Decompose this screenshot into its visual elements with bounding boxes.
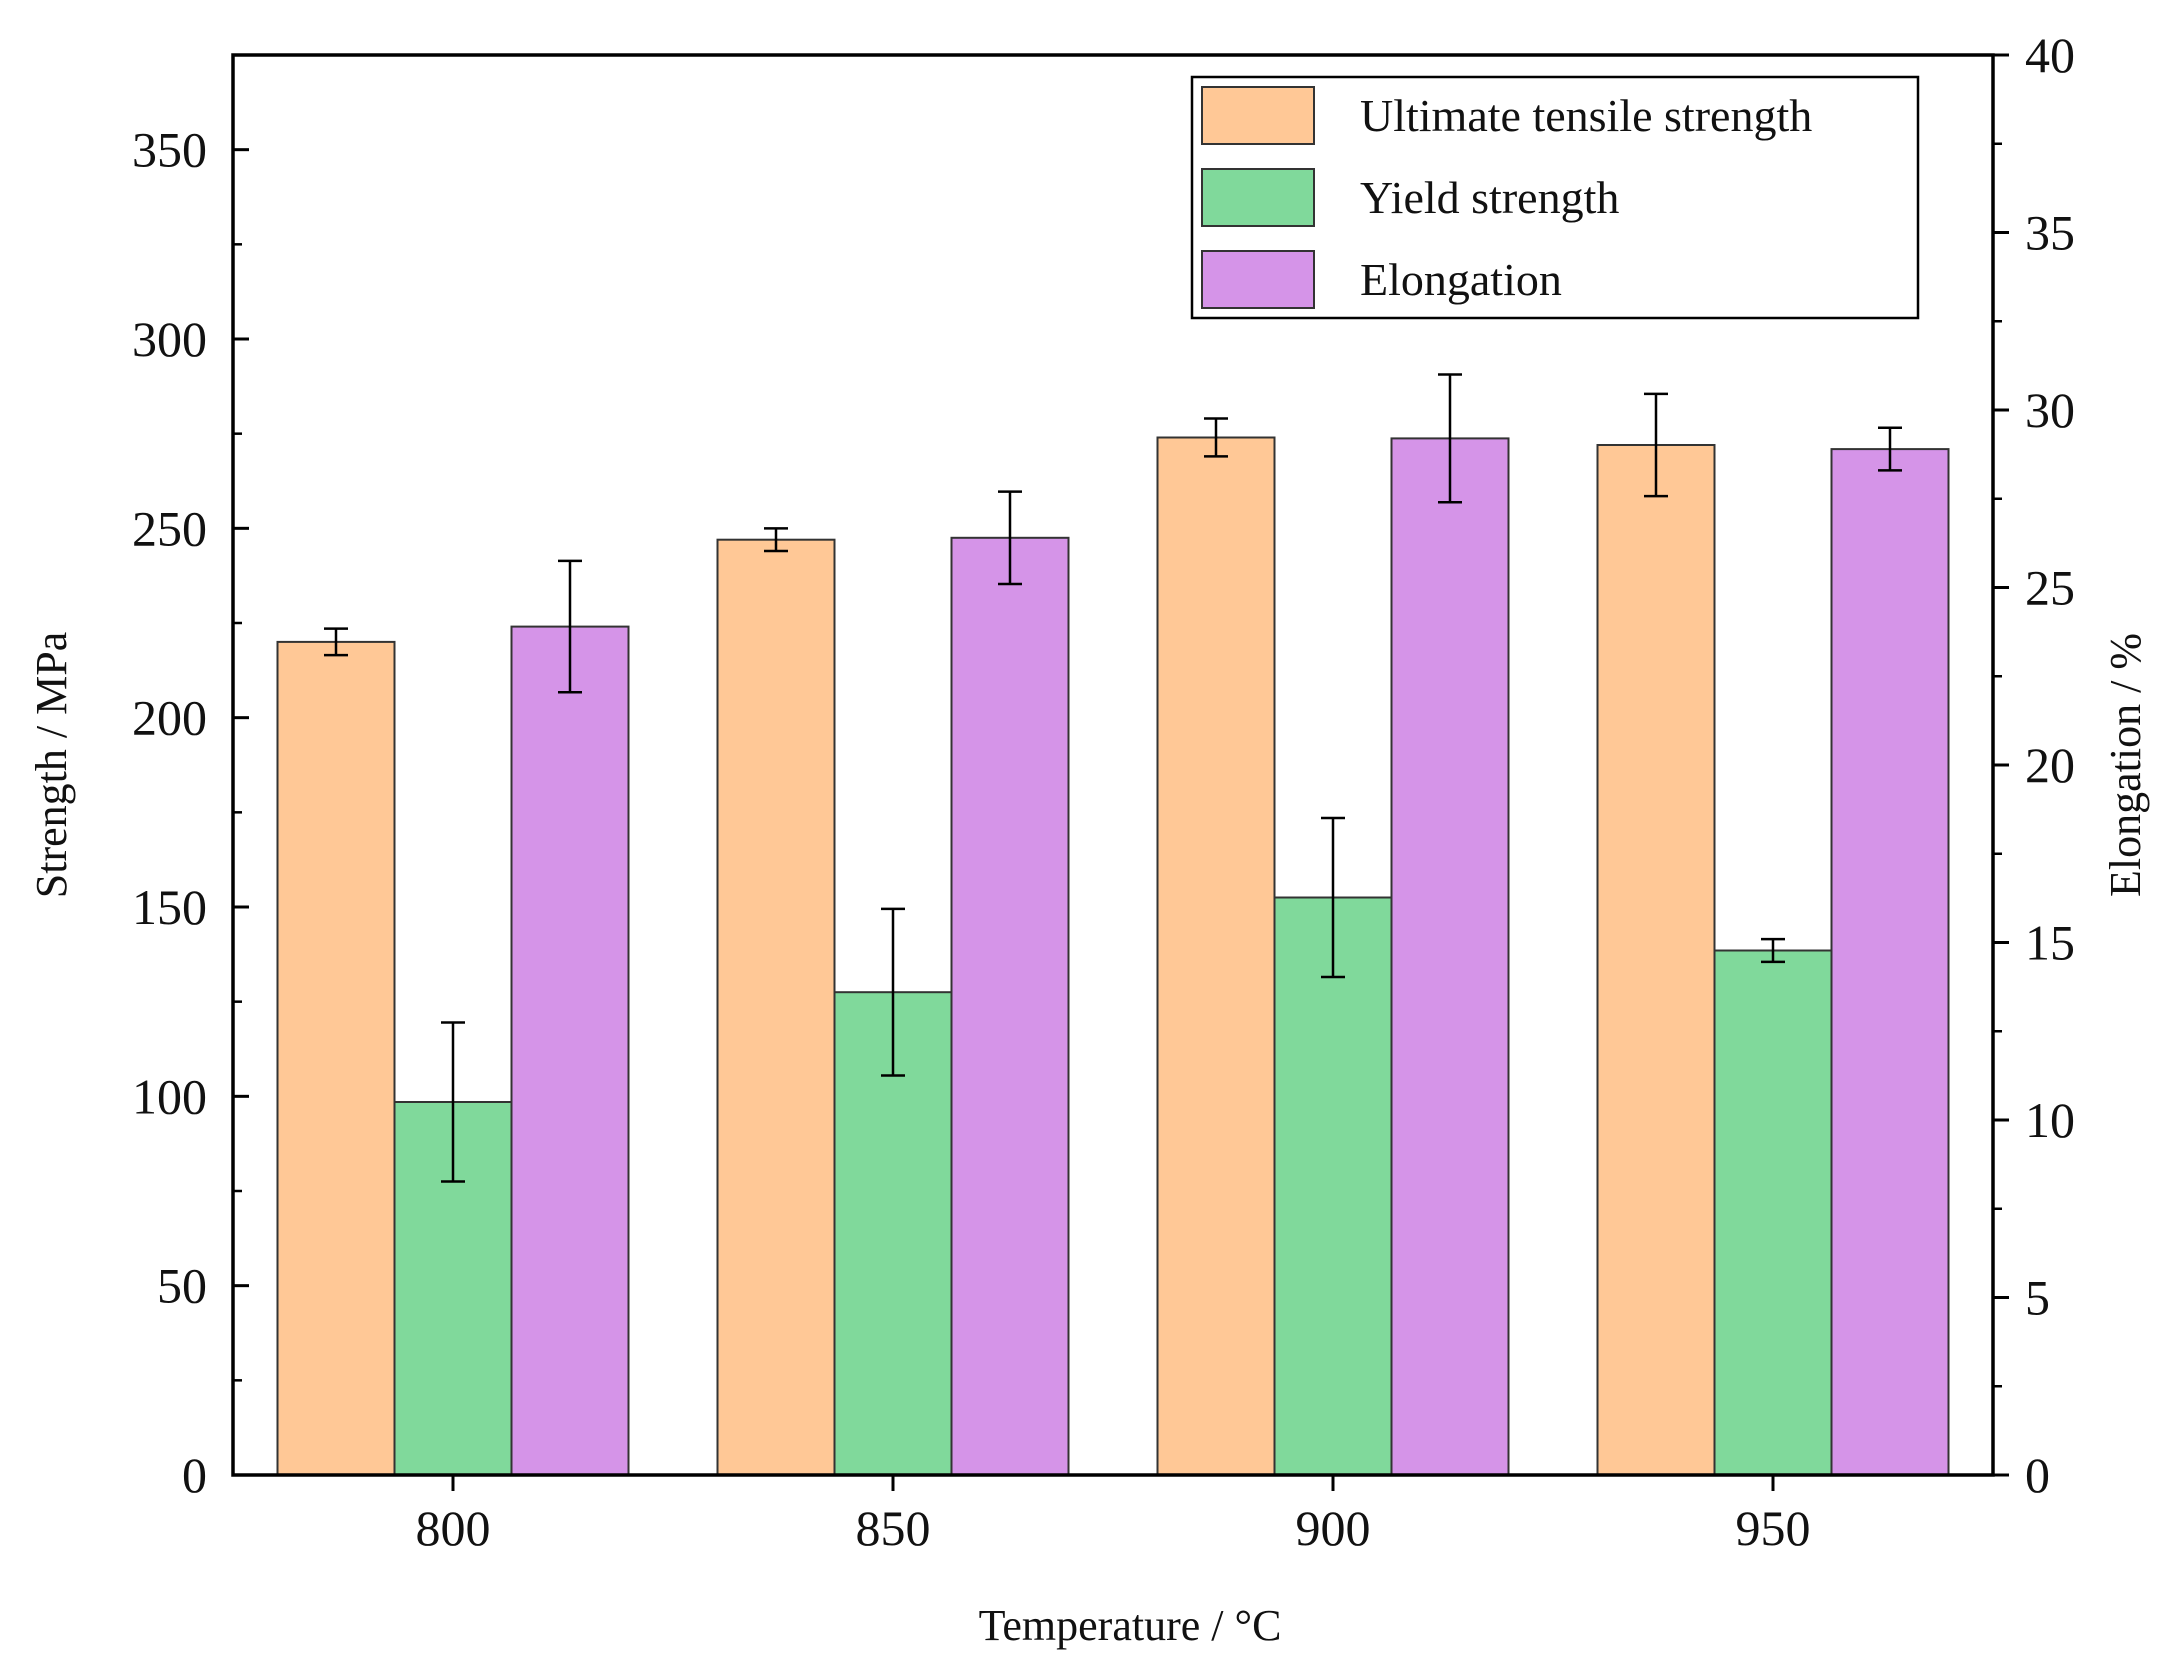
right-y-axis-title: Elongation / % <box>2101 633 2150 897</box>
right-y-tick-label: 30 <box>2025 382 2075 438</box>
x-axis-title: Temperature / °C <box>979 1601 1282 1650</box>
left-y-axis-title: Strength / MPa <box>27 632 76 898</box>
legend-swatch <box>1201 86 1315 145</box>
error-bar <box>1878 426 1902 472</box>
left-y-tick-label: 300 <box>132 311 207 367</box>
right-y-tick-label: 10 <box>2025 1092 2075 1148</box>
error-bar <box>1438 373 1462 504</box>
bar-elongation-950 <box>1830 448 1950 1477</box>
right-y-tick-label: 40 <box>2025 27 2075 83</box>
legend-swatch <box>1201 250 1315 309</box>
left-y-tick-label: 0 <box>182 1447 207 1503</box>
error-bar <box>998 490 1022 586</box>
error-bar <box>441 1021 465 1183</box>
bar-yield-strength-950 <box>1713 949 1833 1476</box>
left-y-tick-label: 50 <box>157 1258 207 1314</box>
error-bar <box>881 907 905 1077</box>
right-y-tick-label: 25 <box>2025 560 2075 616</box>
errorbar-layer <box>324 373 1902 1183</box>
right-y-tick-label: 15 <box>2025 915 2075 971</box>
bars-layer <box>276 436 1950 1477</box>
bar-ultimate-tensile-strength-850 <box>716 538 836 1476</box>
error-bar <box>558 559 582 694</box>
x-tick-label: 800 <box>416 1500 491 1556</box>
x-tick-label: 900 <box>1296 1500 1371 1556</box>
right-y-tick-label: 20 <box>2025 737 2075 793</box>
bar-yield-strength-900 <box>1273 896 1393 1476</box>
bar-elongation-800 <box>510 625 630 1476</box>
bar-elongation-850 <box>950 536 1070 1476</box>
error-bar <box>324 627 348 657</box>
error-bar <box>1761 937 1785 964</box>
error-bar <box>764 527 788 553</box>
error-bar <box>1204 417 1228 458</box>
legend-swatch <box>1201 168 1315 227</box>
left-y-tick-label: 350 <box>132 122 207 178</box>
bar-ultimate-tensile-strength-800 <box>276 640 396 1476</box>
bar-ultimate-tensile-strength-950 <box>1596 444 1716 1476</box>
bar-ultimate-tensile-strength-900 <box>1156 436 1276 1476</box>
right-y-tick-label: 5 <box>2025 1270 2050 1326</box>
error-bar <box>1644 392 1668 498</box>
left-y-tick-label: 100 <box>132 1068 207 1124</box>
axis-layer: 0 50 100 150 200 250 300 350 0 5 10 15 20 25 30 35 40 800… <box>132 27 2075 1556</box>
x-tick-label: 850 <box>856 1500 931 1556</box>
bar-elongation-900 <box>1390 437 1510 1476</box>
legend: Ultimate tensile strength Yield strength E… <box>1190 75 1920 320</box>
legend-label: Yield strength <box>1360 172 1619 223</box>
left-y-tick-label: 250 <box>132 500 207 556</box>
left-y-tick-label: 200 <box>132 690 207 746</box>
x-tick-label: 950 <box>1736 1500 1811 1556</box>
left-y-tick-label: 150 <box>132 879 207 935</box>
legend-label: Ultimate tensile strength <box>1360 90 1812 141</box>
error-bar <box>1321 816 1345 979</box>
right-y-tick-label: 0 <box>2025 1447 2050 1503</box>
legend-label: Elongation <box>1360 254 1562 305</box>
right-y-tick-label: 35 <box>2025 205 2075 261</box>
